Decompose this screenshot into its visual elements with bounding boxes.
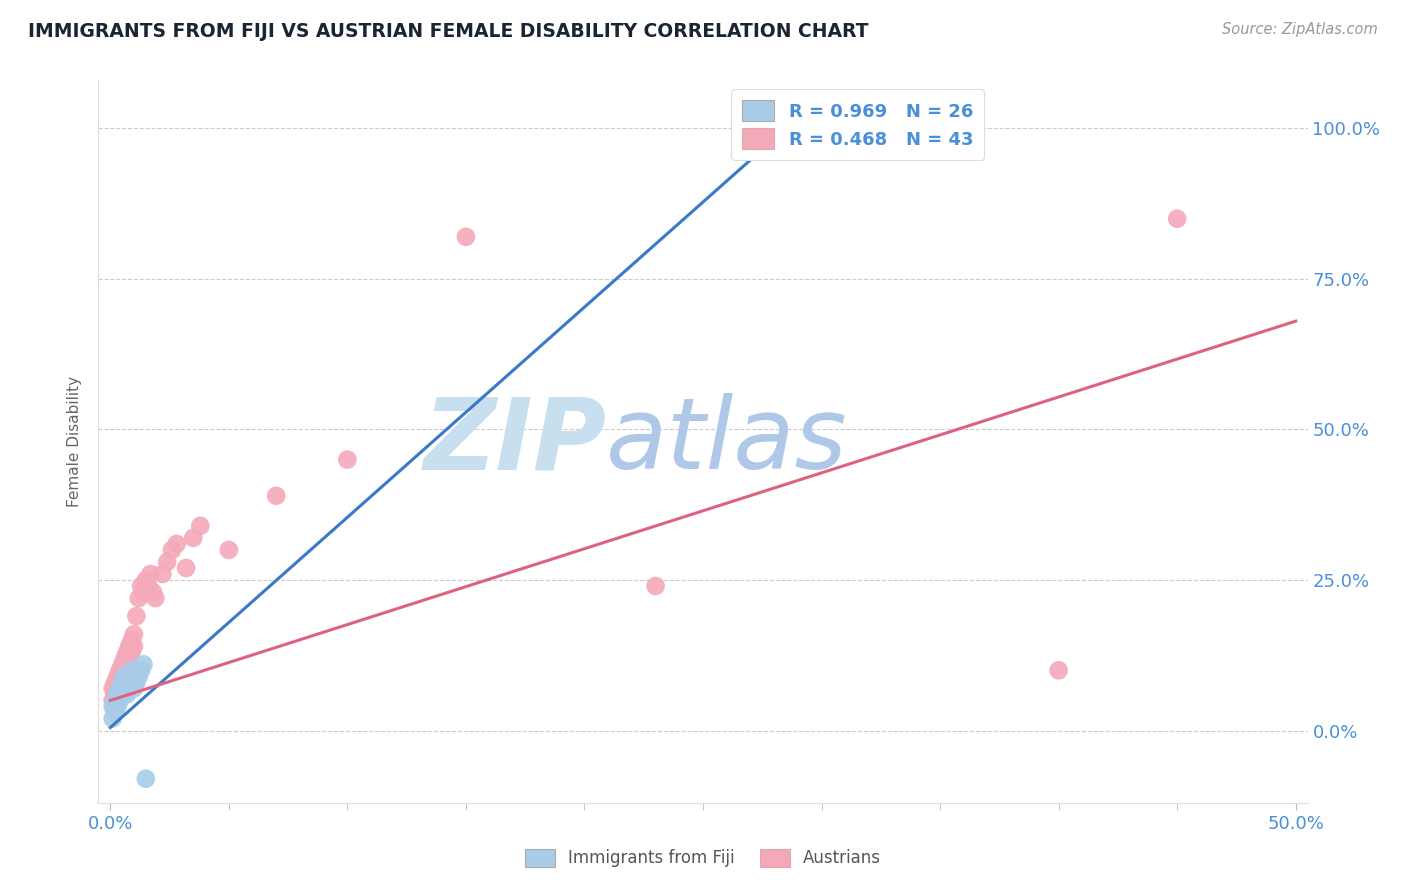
Point <box>118 651 141 665</box>
Point <box>122 669 145 683</box>
Point <box>108 693 131 707</box>
Point <box>264 489 287 503</box>
Point <box>763 133 786 147</box>
Point <box>101 693 124 707</box>
Point <box>644 579 666 593</box>
Point <box>128 669 150 683</box>
Point <box>115 657 138 672</box>
Point <box>118 681 141 696</box>
Point <box>108 675 131 690</box>
Point <box>105 681 128 696</box>
Point <box>135 772 157 786</box>
Point <box>125 609 148 624</box>
Point <box>115 645 138 659</box>
Point <box>114 669 136 683</box>
Point <box>108 681 131 696</box>
Point <box>105 669 128 683</box>
Legend: Immigrants from Fiji, Austrians: Immigrants from Fiji, Austrians <box>519 842 887 874</box>
Point <box>139 567 162 582</box>
Point <box>104 693 127 707</box>
Point <box>118 669 141 683</box>
Point <box>1047 664 1070 678</box>
Point <box>129 664 152 678</box>
Point <box>122 681 145 696</box>
Text: Source: ZipAtlas.com: Source: ZipAtlas.com <box>1222 22 1378 37</box>
Point <box>129 579 152 593</box>
Point <box>105 699 128 714</box>
Point <box>132 657 155 672</box>
Point <box>104 675 127 690</box>
Point <box>108 664 131 678</box>
Point <box>115 687 138 701</box>
Y-axis label: Female Disability: Female Disability <box>67 376 83 508</box>
Point <box>174 561 197 575</box>
Point <box>156 555 179 569</box>
Point <box>121 645 143 659</box>
Point <box>101 712 124 726</box>
Point <box>114 664 136 678</box>
Point <box>135 573 157 587</box>
Point <box>218 542 240 557</box>
Point <box>111 657 134 672</box>
Point <box>114 681 136 696</box>
Point <box>104 706 127 720</box>
Point <box>101 681 124 696</box>
Point <box>142 585 165 599</box>
Text: ZIP: ZIP <box>423 393 606 490</box>
Point <box>336 452 359 467</box>
Text: atlas: atlas <box>606 393 848 490</box>
Point <box>143 591 166 606</box>
Point <box>125 675 148 690</box>
Point <box>118 639 141 653</box>
Point <box>111 675 134 690</box>
Point <box>122 627 145 641</box>
Point <box>121 675 143 690</box>
Point <box>122 639 145 653</box>
Point <box>152 567 174 582</box>
Text: IMMIGRANTS FROM FIJI VS AUSTRIAN FEMALE DISABILITY CORRELATION CHART: IMMIGRANTS FROM FIJI VS AUSTRIAN FEMALE … <box>28 22 869 41</box>
Point <box>121 633 143 648</box>
Point <box>104 687 127 701</box>
Point <box>111 669 134 683</box>
Point <box>454 230 477 244</box>
Point <box>132 585 155 599</box>
Point <box>101 699 124 714</box>
Point <box>114 651 136 665</box>
Point <box>111 687 134 701</box>
Point <box>105 687 128 701</box>
Point <box>121 664 143 678</box>
Point <box>166 537 188 551</box>
Point <box>136 579 159 593</box>
Point <box>128 591 150 606</box>
Point <box>115 675 138 690</box>
Point <box>181 531 204 545</box>
Point <box>190 518 212 533</box>
Point <box>1166 211 1188 226</box>
Point <box>160 542 183 557</box>
